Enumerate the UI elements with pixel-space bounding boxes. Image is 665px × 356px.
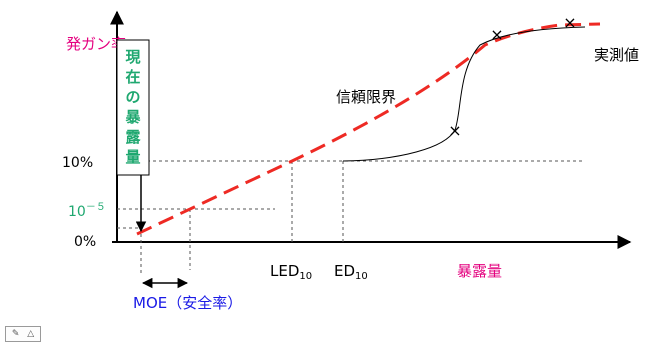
measured-marker: ×	[490, 25, 503, 44]
svg-text:暴: 暴	[125, 108, 141, 126]
measured-curve	[342, 26, 586, 162]
tick-10pct: 10%	[62, 155, 93, 171]
x-axis-title: 暴露量	[457, 262, 502, 280]
measured-label: 実測値	[594, 46, 639, 64]
svg-text:現: 現	[125, 48, 140, 66]
triangle-icon[interactable]: △	[27, 329, 35, 339]
tick-1e5: 10－５	[68, 202, 106, 220]
svg-text:量: 量	[125, 148, 140, 166]
confidence-label: 信頼限界	[336, 88, 396, 106]
confidence-limit-curve	[136, 22, 601, 236]
svg-text:在: 在	[125, 68, 140, 86]
measured-marker: ×	[563, 13, 576, 32]
current-exposure-box	[116, 39, 150, 176]
svg-text:の: の	[125, 88, 140, 106]
corner-toolbar[interactable]: ✎ △	[5, 326, 41, 342]
current-exposure-text: 現 在 の 暴 露 量	[125, 48, 141, 166]
led10-label: LED10	[270, 262, 312, 282]
measured-marker: ×	[448, 121, 461, 140]
ed10-label: ED10	[334, 262, 368, 282]
y-axis-title: 発ガン率	[66, 35, 126, 53]
guide-lines	[117, 160, 585, 274]
moe-label: MOE（安全率）	[133, 294, 242, 312]
tick-0pct: 0%	[74, 234, 96, 250]
svg-text:露: 露	[125, 128, 141, 146]
pencil-icon[interactable]: ✎	[11, 329, 20, 339]
